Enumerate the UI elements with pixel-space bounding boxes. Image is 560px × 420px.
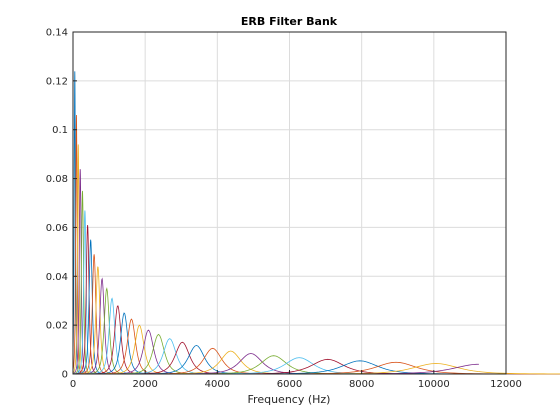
x-tick-label: 4000 [205,379,230,390]
x-tick-label: 0 [70,379,76,390]
y-tick-label: 0.12 [46,76,68,87]
y-axis-ticks: 0 0.02 0.04 0.06 0.08 0.1 0.12 0.14 [46,28,77,381]
x-tick-label: 2000 [132,379,157,390]
x-axis-label: Frequency (Hz) [248,393,331,406]
x-tick-label: 6000 [277,379,302,390]
y-tick-label: 0.06 [46,223,68,234]
y-tick-label: 0 [62,370,68,381]
grid-lines [73,32,506,374]
x-tick-label: 8000 [349,379,374,390]
chart-title: ERB Filter Bank [241,15,338,28]
y-tick-label: 0.14 [46,28,68,39]
x-axis-ticks: 0 2000 4000 6000 8000 10000 12000 [70,370,522,390]
x-tick-label: 12000 [490,379,522,390]
x-tick-label: 10000 [418,379,450,390]
y-tick-label: 0.1 [52,125,68,136]
y-tick-label: 0.02 [46,321,68,332]
y-tick-label: 0.08 [46,174,68,185]
y-tick-label: 0.04 [46,272,68,283]
